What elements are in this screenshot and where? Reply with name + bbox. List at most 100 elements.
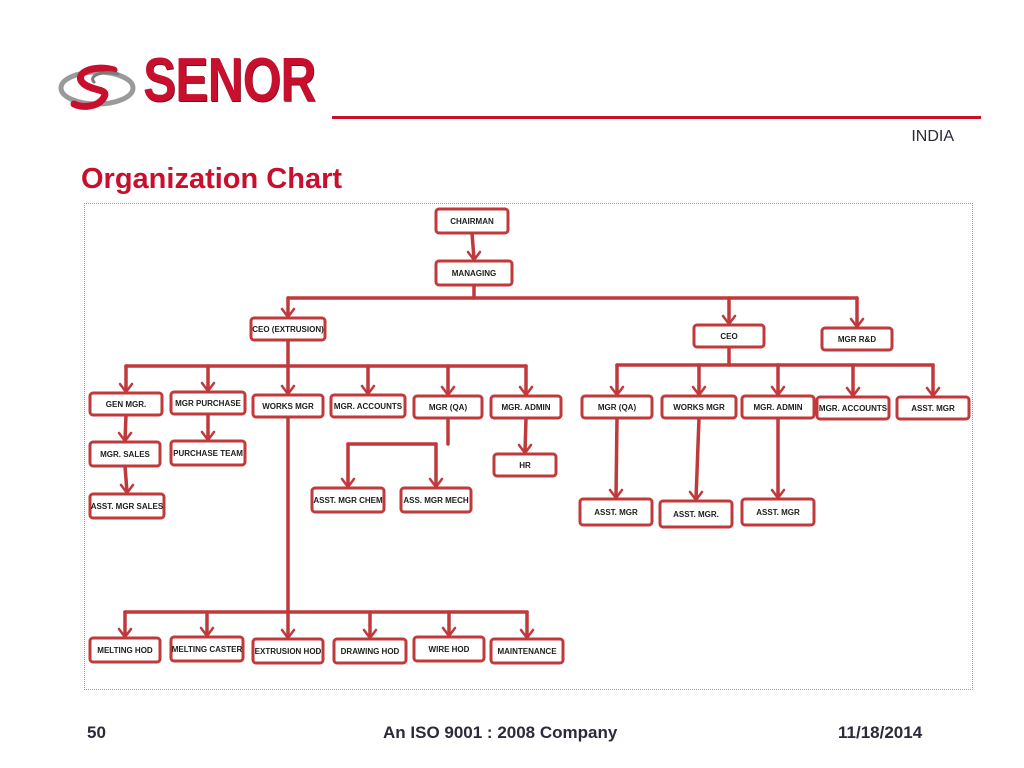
org-node-mgr-purchase: MGR PURCHASE [169,390,247,416]
org-node-box [820,326,894,352]
org-node-label: CEO (EXTRUSION) [252,325,324,334]
org-node-label: MGR PURCHASE [175,399,241,408]
slide-title: Organization Chart [81,163,343,195]
org-node-box [740,394,816,420]
org-node-box [329,393,407,419]
org-node-label: MGR. ACCOUNTS [334,402,403,411]
org-node-label: ASST. MGR [594,508,638,517]
header-rule [332,116,981,119]
org-node-mgr-accounts-2: MGR. ACCOUNTS [815,395,891,421]
org-node-box [251,393,325,419]
org-node-box [578,497,654,527]
org-node-label: ASST. MGR [756,508,800,517]
org-node-label: MGR. ACCOUNTS [819,404,888,413]
org-node-purchase-team: PURCHASE TEAM [169,439,247,467]
link-chairman-to-managing [470,231,476,261]
org-node-label: WIRE HOD [429,645,470,654]
org-node-box [489,394,563,420]
org-node-box [740,497,816,527]
org-chart-links [117,231,941,640]
org-node-gen-mgr: GEN MGR. [88,391,164,417]
footer-date: 11/18/2014 [838,723,923,742]
org-node-ass-mgr-mech: ASS. MGR MECH [399,486,473,514]
country-label: INDIA [911,128,954,145]
org-node-works-mgr-2: WORKS MGR [660,394,738,420]
org-node-box [169,635,245,663]
org-node-box [88,492,166,520]
org-node-label: MELTING HOD [97,646,153,655]
org-node-hr: HR [492,452,558,478]
org-node-box [169,439,247,467]
org-node-label: CEO [720,332,737,341]
org-node-chairman: CHAIRMAN [434,207,510,235]
org-node-melting-hod: MELTING HOD [88,636,162,664]
org-node-asst-mgr-4: ASST. MGR [740,497,816,527]
org-node-melting-caster: MELTING CASTER [169,635,245,663]
diagram-frame [84,203,973,690]
org-node-label: GEN MGR. [106,400,146,409]
org-node-box [489,637,565,665]
org-node-box [169,390,247,416]
org-node-mgr-sales: MGR. SALES [88,440,162,468]
org-node-label: MGR. ADMIN [501,403,550,412]
org-node-asst-mgr-3: ASST. MGR. [658,499,734,529]
org-node-box [412,394,484,420]
org-node-maintenance: MAINTENANCE [489,637,565,665]
org-node-label: MGR (QA) [429,403,468,412]
link-gen_mgr-to-mgr_sales [123,413,128,442]
org-node-label: MGR. ADMIN [753,403,802,412]
org-node-asst-mgr-sales: ASST. MGR SALES [88,492,166,520]
org-node-box [88,440,162,468]
org-node-label: MGR. SALES [100,450,150,459]
org-node-mgr-qa-1: MGR (QA) [412,394,484,420]
org-node-mgr-admin-2: MGR. ADMIN [740,394,816,420]
org-node-works-mgr-1: WORKS MGR [251,393,325,419]
link-works_mgr_2-to-asst_mgr_3 [694,416,701,501]
org-node-label: PURCHASE TEAM [173,449,243,458]
org-node-mgr-qa-2: MGR (QA) [580,394,654,420]
org-node-extrusion-hod: EXTRUSION HOD [251,637,325,665]
org-node-mgr-accounts-1: MGR. ACCOUNTS [329,393,407,419]
org-node-box [332,637,408,665]
org-chart-nodes: CHAIRMAN MANAGING CEO (EXTRUSION) CEO MGR R&… [88,207,971,665]
org-node-label: ASST. MGR CHEM [313,496,383,505]
org-node-label: EXTRUSION HOD [255,647,322,656]
org-node-asst-mgr-chem: ASST. MGR CHEM [310,486,386,514]
org-node-label: HR [519,461,531,470]
org-node-box [249,316,327,342]
org-node-mgr-rd: MGR R&D [820,326,894,352]
org-node-box [658,499,734,529]
page-number: 50 [87,723,106,742]
org-node-label: WORKS MGR [673,403,725,412]
senor-swoosh-logo-icon [58,64,136,110]
org-node-label: ASST. MGR [911,404,955,413]
org-node-box [580,394,654,420]
org-node-label: WORKS MGR [262,402,314,411]
link-mgr_qa_2-to-asst_mgr_2 [614,416,619,499]
org-node-label: MAINTENANCE [497,647,557,656]
org-node-asst-mgr-2: ASST. MGR [578,497,654,527]
org-node-box [399,486,473,514]
org-node-box [660,394,738,420]
org-node-drawing-hod: DRAWING HOD [332,637,408,665]
org-node-ceo: CEO [692,323,766,349]
link-mgr_admin_1-to-hr [523,416,528,454]
org-node-label: MELTING CASTER [172,645,243,654]
link-mgr_sales-to-asst_mgr_sales [123,464,129,494]
org-node-box [310,486,386,514]
org-node-label: DRAWING HOD [341,647,400,656]
org-node-box [88,391,164,417]
org-node-label: MANAGING [452,269,496,278]
footer-tagline: An ISO 9001 : 2008 Company [383,723,618,742]
org-node-box [434,259,514,287]
org-node-ceo-ext: CEO (EXTRUSION) [249,316,327,342]
org-node-label: ASS. MGR MECH [403,496,469,505]
org-node-box [434,207,510,235]
org-node-label: MGR R&D [838,335,876,344]
org-node-box [412,635,486,663]
org-node-box [895,395,971,421]
org-node-box [88,636,162,664]
org-node-wire-hod: WIRE HOD [412,635,486,663]
org-node-box [815,395,891,421]
